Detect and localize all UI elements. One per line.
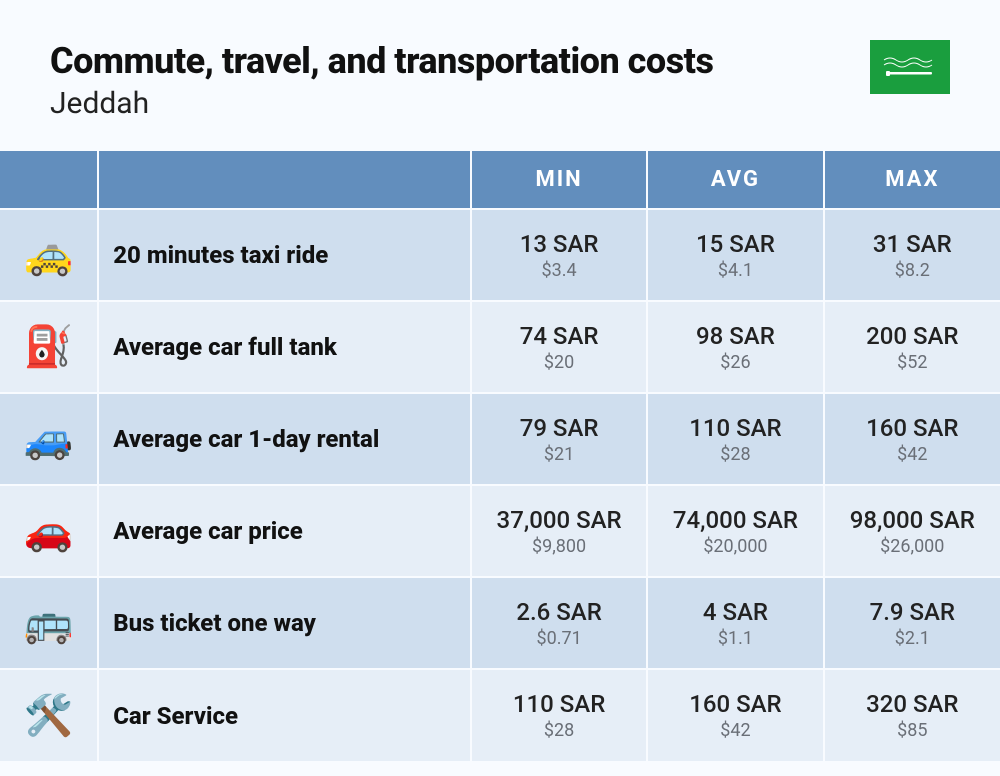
avg-primary-value: 4 SAR bbox=[656, 598, 814, 626]
max-secondary-value: $85 bbox=[833, 720, 992, 741]
col-max-header: MAX bbox=[824, 151, 1000, 209]
icon-cell: 🚕 bbox=[0, 209, 98, 301]
col-icon-header bbox=[0, 151, 98, 209]
value-cell-avg: 74,000 SAR$20,000 bbox=[647, 485, 823, 577]
row-label: Average car price bbox=[98, 485, 471, 577]
avg-secondary-value: $42 bbox=[656, 720, 814, 741]
taxi-icon: 🚕 bbox=[8, 235, 89, 275]
max-secondary-value: $8.2 bbox=[833, 260, 992, 281]
max-primary-value: 31 SAR bbox=[833, 230, 992, 258]
min-primary-value: 79 SAR bbox=[480, 414, 638, 442]
value-cell-max: 200 SAR$52 bbox=[824, 301, 1000, 393]
min-primary-value: 37,000 SAR bbox=[480, 506, 638, 534]
value-cell-min: 13 SAR$3.4 bbox=[471, 209, 647, 301]
max-primary-value: 200 SAR bbox=[833, 322, 992, 350]
col-avg-header: AVG bbox=[647, 151, 823, 209]
min-secondary-value: $0.71 bbox=[480, 628, 638, 649]
table-body: 🚕20 minutes taxi ride13 SAR$3.415 SAR$4.… bbox=[0, 209, 1000, 761]
max-primary-value: 160 SAR bbox=[833, 414, 992, 442]
value-cell-min: 79 SAR$21 bbox=[471, 393, 647, 485]
row-label: Average car 1-day rental bbox=[98, 393, 471, 485]
car-price-icon: 🚗 bbox=[8, 511, 89, 551]
value-cell-avg: 98 SAR$26 bbox=[647, 301, 823, 393]
col-label-header bbox=[98, 151, 471, 209]
table-row: 🚗Average car price37,000 SAR$9,80074,000… bbox=[0, 485, 1000, 577]
min-secondary-value: $28 bbox=[480, 720, 638, 741]
table-row: 🚌Bus ticket one way2.6 SAR$0.714 SAR$1.1… bbox=[0, 577, 1000, 669]
min-primary-value: 110 SAR bbox=[480, 690, 638, 718]
flag-saudi-arabia-icon bbox=[870, 40, 950, 94]
row-label: Car Service bbox=[98, 669, 471, 761]
min-secondary-value: $20 bbox=[480, 352, 638, 373]
avg-secondary-value: $1.1 bbox=[656, 628, 814, 649]
car-rental-icon: 🚙 bbox=[8, 419, 89, 459]
table-row: 🛠️Car Service110 SAR$28160 SAR$42320 SAR… bbox=[0, 669, 1000, 761]
col-min-header: MIN bbox=[471, 151, 647, 209]
icon-cell: 🛠️ bbox=[0, 669, 98, 761]
avg-secondary-value: $20,000 bbox=[656, 536, 814, 557]
row-label: 20 minutes taxi ride bbox=[98, 209, 471, 301]
value-cell-min: 37,000 SAR$9,800 bbox=[471, 485, 647, 577]
max-primary-value: 98,000 SAR bbox=[833, 506, 992, 534]
avg-primary-value: 110 SAR bbox=[656, 414, 814, 442]
table-header-row: MIN AVG MAX bbox=[0, 151, 1000, 209]
flag-inscription-icon bbox=[880, 52, 940, 82]
value-cell-avg: 15 SAR$4.1 bbox=[647, 209, 823, 301]
icon-cell: 🚗 bbox=[0, 485, 98, 577]
value-cell-max: 98,000 SAR$26,000 bbox=[824, 485, 1000, 577]
max-secondary-value: $52 bbox=[833, 352, 992, 373]
icon-cell: 🚌 bbox=[0, 577, 98, 669]
page-title: Commute, travel, and transportation cost… bbox=[50, 40, 713, 82]
table-row: ⛽Average car full tank74 SAR$2098 SAR$26… bbox=[0, 301, 1000, 393]
min-primary-value: 74 SAR bbox=[480, 322, 638, 350]
value-cell-min: 110 SAR$28 bbox=[471, 669, 647, 761]
icon-cell: 🚙 bbox=[0, 393, 98, 485]
avg-primary-value: 160 SAR bbox=[656, 690, 814, 718]
value-cell-avg: 4 SAR$1.1 bbox=[647, 577, 823, 669]
min-secondary-value: $3.4 bbox=[480, 260, 638, 281]
header: Commute, travel, and transportation cost… bbox=[0, 0, 1000, 151]
min-primary-value: 13 SAR bbox=[480, 230, 638, 258]
page-root: Commute, travel, and transportation cost… bbox=[0, 0, 1000, 776]
table-head: MIN AVG MAX bbox=[0, 151, 1000, 209]
max-secondary-value: $26,000 bbox=[833, 536, 992, 557]
max-secondary-value: $2.1 bbox=[833, 628, 992, 649]
car-service-icon: 🛠️ bbox=[8, 696, 89, 736]
value-cell-max: 31 SAR$8.2 bbox=[824, 209, 1000, 301]
table-row: 🚕20 minutes taxi ride13 SAR$3.415 SAR$4.… bbox=[0, 209, 1000, 301]
min-primary-value: 2.6 SAR bbox=[480, 598, 638, 626]
icon-cell: ⛽ bbox=[0, 301, 98, 393]
avg-primary-value: 74,000 SAR bbox=[656, 506, 814, 534]
avg-secondary-value: $26 bbox=[656, 352, 814, 373]
value-cell-max: 320 SAR$85 bbox=[824, 669, 1000, 761]
cost-table: MIN AVG MAX 🚕20 minutes taxi ride13 SAR$… bbox=[0, 151, 1000, 761]
min-secondary-value: $21 bbox=[480, 444, 638, 465]
value-cell-avg: 160 SAR$42 bbox=[647, 669, 823, 761]
row-label: Average car full tank bbox=[98, 301, 471, 393]
table-row: 🚙Average car 1-day rental79 SAR$21110 SA… bbox=[0, 393, 1000, 485]
page-subtitle: Jeddah bbox=[50, 86, 713, 121]
avg-primary-value: 15 SAR bbox=[656, 230, 814, 258]
value-cell-min: 74 SAR$20 bbox=[471, 301, 647, 393]
row-label: Bus ticket one way bbox=[98, 577, 471, 669]
min-secondary-value: $9,800 bbox=[480, 536, 638, 557]
header-text: Commute, travel, and transportation cost… bbox=[50, 40, 713, 121]
max-primary-value: 320 SAR bbox=[833, 690, 992, 718]
fuel-pump-icon: ⛽ bbox=[8, 327, 89, 367]
value-cell-max: 160 SAR$42 bbox=[824, 393, 1000, 485]
avg-secondary-value: $4.1 bbox=[656, 260, 814, 281]
value-cell-min: 2.6 SAR$0.71 bbox=[471, 577, 647, 669]
max-secondary-value: $42 bbox=[833, 444, 992, 465]
max-primary-value: 7.9 SAR bbox=[833, 598, 992, 626]
avg-primary-value: 98 SAR bbox=[656, 322, 814, 350]
value-cell-max: 7.9 SAR$2.1 bbox=[824, 577, 1000, 669]
value-cell-avg: 110 SAR$28 bbox=[647, 393, 823, 485]
avg-secondary-value: $28 bbox=[656, 444, 814, 465]
bus-icon: 🚌 bbox=[8, 603, 89, 643]
